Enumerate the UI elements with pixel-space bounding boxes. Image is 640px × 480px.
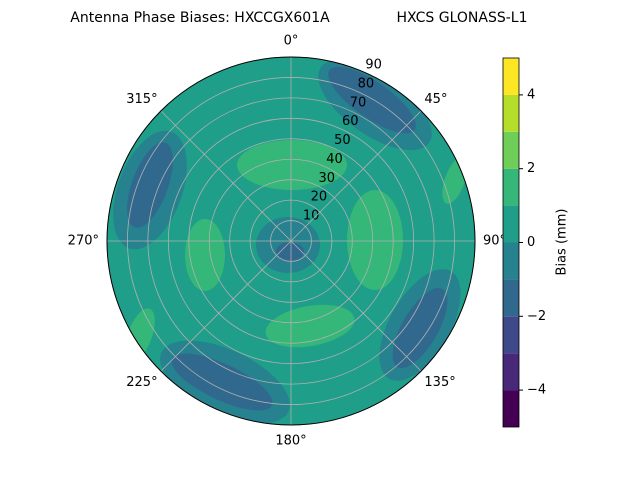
grid-spoke — [290, 110, 422, 242]
colorbar-band — [503, 390, 519, 427]
theta-tick-label: 135° — [424, 375, 455, 390]
contour-region — [347, 190, 403, 290]
grid-spoke — [160, 110, 292, 242]
contour-region — [328, 66, 416, 134]
grid-spoke — [290, 240, 422, 372]
r-tick-label: 50 — [334, 133, 351, 148]
colorbar-label: Bias (mm) — [555, 209, 570, 276]
theta-tick-label: 90° — [483, 234, 506, 249]
r-tick-label: 70 — [350, 95, 367, 110]
contour-region — [237, 140, 347, 190]
axes: 1020304050607080900°45°90°135°180°225°27… — [68, 34, 570, 449]
r-tick-label: 90 — [365, 58, 382, 73]
colorbar-band — [503, 58, 519, 95]
r-tick-label: 10 — [303, 209, 320, 224]
theta-tick-label: 0° — [284, 34, 299, 49]
grid-spoke — [160, 240, 292, 372]
theta-tick-label: 45° — [424, 92, 447, 107]
colorbar-tick-label: −4 — [527, 383, 546, 398]
contour-region — [185, 219, 225, 291]
r-tick-label: 80 — [358, 76, 375, 91]
chart-title: Antenna Phase Biases: HXCCGX601A — [70, 10, 330, 26]
contour-region — [127, 142, 173, 228]
theta-tick-label: 180° — [275, 434, 306, 449]
colorbar-tick-label: −2 — [527, 309, 546, 324]
r-tick-label: 20 — [311, 190, 328, 205]
theta-tick-label: 225° — [126, 375, 157, 390]
r-tick-label: 60 — [342, 114, 359, 129]
colorbar-band — [503, 242, 519, 280]
colorbar-band — [503, 168, 519, 206]
colorbar-tick-label: 0 — [527, 235, 535, 250]
colorbar-band — [503, 131, 519, 169]
colorbar-tick-label: 4 — [527, 87, 535, 102]
r-tick-label: 30 — [318, 171, 335, 186]
contour-region — [265, 304, 355, 348]
r-tick-label: 40 — [326, 152, 343, 167]
theta-tick-label: 270° — [68, 234, 99, 249]
colorbar-band — [503, 316, 519, 354]
chart-subtitle: HXCS GLONASS-L1 — [397, 10, 528, 26]
colorbar-band — [503, 279, 519, 317]
contour-region — [392, 288, 448, 368]
colorbar-band — [503, 205, 519, 243]
theta-tick-label: 315° — [126, 92, 157, 107]
colorbar-tick-label: 2 — [527, 161, 535, 176]
contour-region — [171, 353, 273, 411]
colorbar-band — [503, 94, 519, 132]
polar-frame — [106, 56, 476, 426]
colorbar-band — [503, 353, 519, 391]
